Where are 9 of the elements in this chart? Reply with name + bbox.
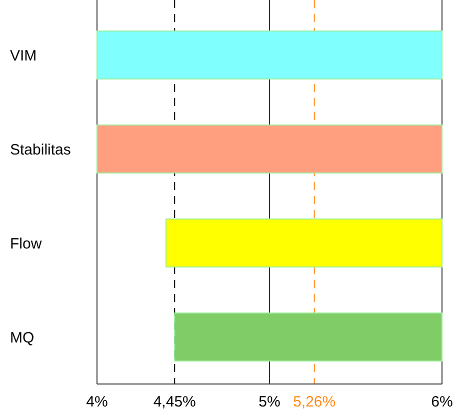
x-tick-label: 6%: [431, 394, 453, 411]
y-tick-label: VIM: [10, 47, 37, 64]
y-tick-label: MQ: [10, 329, 34, 346]
y-tick-label: Stabilitas: [10, 141, 71, 158]
x-tick-label: 4%: [86, 394, 108, 411]
x-tick-label: 5%: [258, 394, 280, 411]
ref-line-label: 5,26%: [293, 394, 336, 411]
y-tick-label: Flow: [10, 235, 42, 252]
ref-line-label: 4,45%: [153, 394, 196, 411]
